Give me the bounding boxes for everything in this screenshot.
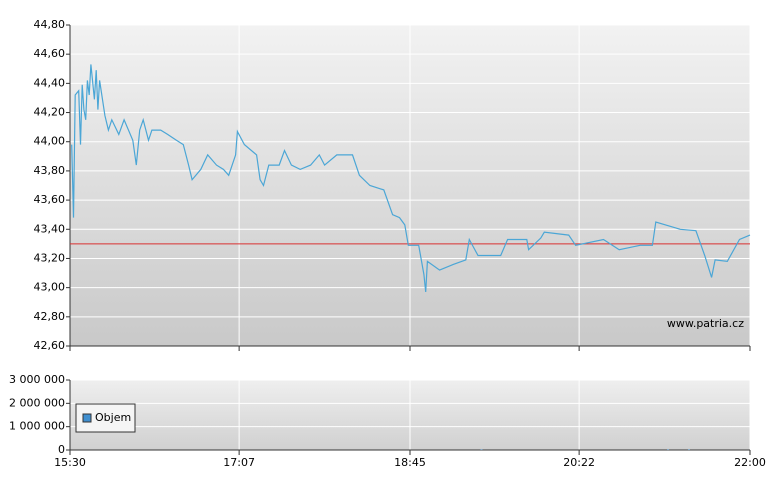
y-tick-label: 44,20 xyxy=(34,106,66,119)
y-tick-label: 1 000 000 xyxy=(9,420,65,433)
x-tick-label: 20:22 xyxy=(563,456,595,469)
legend-label: Objem xyxy=(95,411,131,424)
x-tick-label: 15:30 xyxy=(54,456,86,469)
y-tick-label: 43,60 xyxy=(34,193,66,206)
x-tick-label: 17:07 xyxy=(223,456,255,469)
y-tick-label: 42,80 xyxy=(34,310,66,323)
y-tick-label: 44,00 xyxy=(34,135,66,148)
y-tick-label: 2 000 000 xyxy=(9,396,65,409)
x-tick-label: 22:00 xyxy=(734,456,766,469)
y-tick-label: 44,40 xyxy=(34,76,66,89)
volume-bar xyxy=(687,449,690,451)
price-line xyxy=(71,64,751,293)
y-tick-label: 0 xyxy=(58,443,65,456)
watermark: www.patria.cz xyxy=(667,317,744,330)
x-tick-label: 18:45 xyxy=(394,456,426,469)
y-tick-label: 3 000 000 xyxy=(9,373,65,386)
y-tick-label: 43,40 xyxy=(34,222,66,235)
y-tick-label: 43,80 xyxy=(34,164,66,177)
y-tick-label: 44,80 xyxy=(34,18,66,31)
y-tick-label: 43,00 xyxy=(34,281,66,294)
volume-bar xyxy=(480,449,483,451)
y-tick-label: 44,60 xyxy=(34,47,66,60)
y-tick-label: 43,20 xyxy=(34,251,66,264)
legend-swatch xyxy=(82,413,92,423)
volume-bar xyxy=(667,449,670,451)
y-tick-label: 42,60 xyxy=(34,339,66,352)
